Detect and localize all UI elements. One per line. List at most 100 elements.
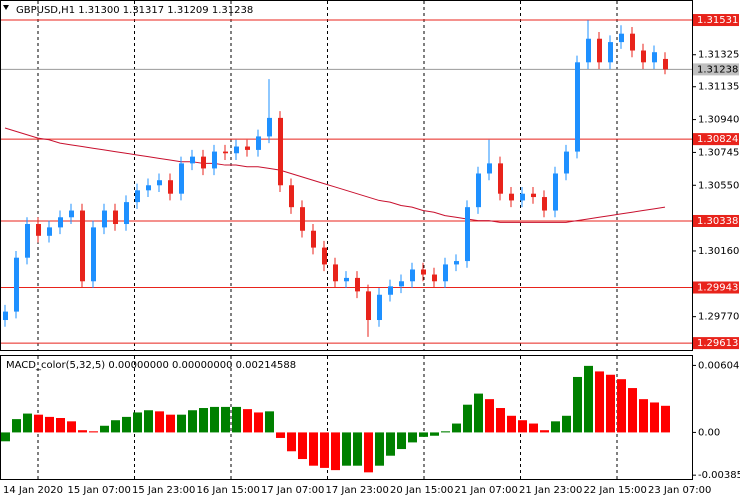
candle-body [168,180,173,194]
candle-body [322,247,327,265]
candle-body [234,146,239,154]
candle-body [91,227,96,282]
x-tick-label: 15 Jan 23:00 [132,485,195,496]
candle-body [102,210,107,228]
macd-bar [276,432,285,438]
candle-body [157,180,162,186]
x-tick-label: 21 Jan 23:00 [519,485,582,496]
macd-bar [23,413,32,433]
macd-bar [408,432,417,443]
macd-bar [364,432,373,473]
macd-bar [122,416,131,433]
candle-body [355,277,360,292]
macd-bar [12,419,21,433]
macd-bar [628,388,637,433]
macd-y-tick-label: -0.0038547 [698,470,740,481]
macd-bar [155,411,164,433]
candle-body [553,173,558,211]
macd-bar [529,423,538,433]
macd-bar [507,415,516,433]
x-tick-label: 20 Jan 15:00 [390,485,453,496]
candle-body [58,217,63,228]
macd-bar [595,371,604,433]
chart-title: GBPUSD,H1 1.31300 1.31317 1.31209 1.3123… [16,5,253,16]
macd-bar [144,410,153,433]
candle-body [267,117,272,137]
candle-body [564,151,569,174]
candle-body [289,185,294,208]
macd-bar [639,399,648,433]
y-tick-label: 1.30940 [698,115,739,126]
macd-bar [221,406,230,433]
candle-body [36,224,41,236]
candle-body [366,291,371,321]
candle-body [597,38,602,63]
macd-bar [111,420,120,433]
x-tick-label: 16 Jan 15:00 [197,485,260,496]
moving-average [4,127,666,223]
x-tick-label: 15 Jan 07:00 [68,485,131,496]
macd-bar [232,406,241,433]
last-price-label: 1.31238 [697,64,738,75]
y-tick-label: 1.30160 [698,246,739,257]
x-tick-label: 21 Jan 07:00 [455,485,518,496]
macd-bar [540,430,549,433]
level-label: 1.29613 [697,338,738,349]
candle-body [300,207,305,231]
y-tick-label: 1.29770 [698,312,739,323]
candle-body [476,173,481,208]
level-label-box [693,337,739,350]
candle-body [520,193,525,201]
x-tick-label: 14 Jan 2020 [3,485,63,496]
candle-body [487,163,492,174]
candle-body [135,190,140,203]
level-label-box [693,281,739,294]
macd-title: MACD_color(5,32,5) 0.00000000 0.00000000… [6,360,296,371]
candle-body [619,33,624,43]
macd-bar [133,412,142,433]
level-label: 1.29943 [697,283,738,294]
macd-bar [254,412,263,433]
candle-body [333,264,338,282]
macd-bar [45,416,54,433]
candle-body [443,264,448,282]
candle-body [509,193,514,201]
level-label: 1.30824 [697,134,738,145]
macd-y-tick-label: 0.00 [698,427,720,438]
candle-body [212,151,217,169]
candle-body [630,33,635,51]
macd-bar [386,432,395,456]
candle-body [311,230,316,248]
macd-bar [342,432,351,466]
candle-body [663,58,668,70]
macd-bar [661,405,670,433]
candle-body [399,281,404,287]
macd-bar [243,409,252,433]
candle-body [146,185,151,191]
candle-body [465,207,470,262]
candle-body [388,286,393,295]
macd-bar [474,393,483,433]
macd-bar [89,431,98,433]
y-tick-label: 1.31325 [698,50,739,61]
macd-bar [551,421,560,433]
candle-body [498,163,503,194]
macd-bar [650,402,659,433]
macd-bar [331,432,340,471]
macd-y-tick-label: 0.0060412 [698,360,740,371]
macd-bar [463,404,472,433]
macd-bar [309,432,318,466]
candle-body [608,42,613,63]
header-arrow [3,5,9,10]
macd-bar [188,410,197,433]
candle-body [3,311,8,321]
macd-bar [375,432,384,466]
macd-bar [298,432,307,460]
candle-body [256,136,261,150]
candle-body [575,62,580,152]
macd-bar [287,432,296,452]
last-price-box [693,63,739,76]
x-tick-label: 22 Jan 15:00 [584,485,647,496]
x-tick-label: 17 Jan 23:00 [326,485,389,496]
level-label-box [693,14,739,27]
